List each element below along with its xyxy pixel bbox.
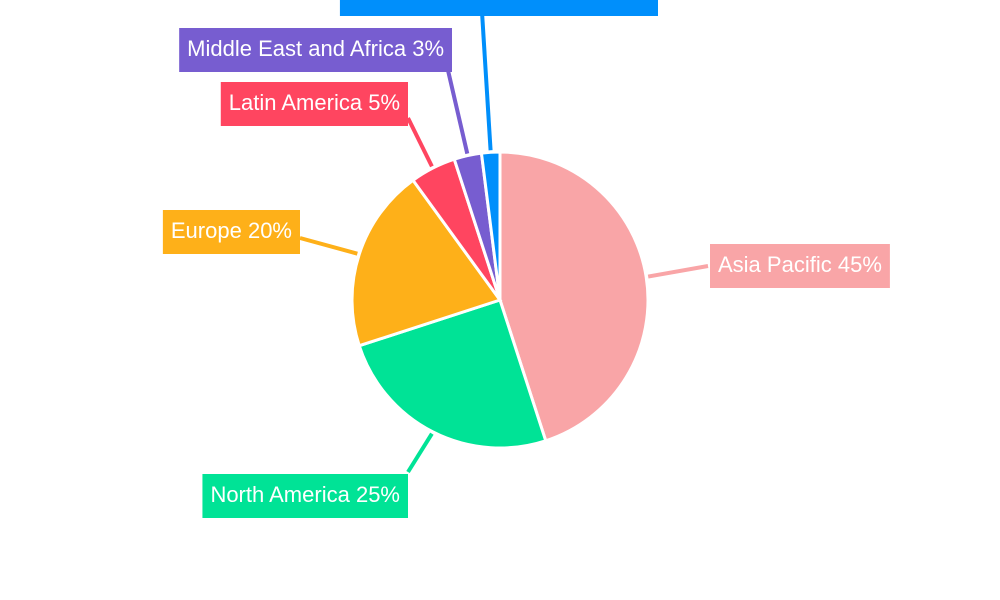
leader-line [647, 264, 709, 279]
label-box [202, 474, 408, 518]
value-label: 3% [412, 36, 444, 61]
data-label: Latin America 5% [220, 82, 408, 126]
category-name: Australia and New Zealand [348, 0, 612, 5]
pie-slice [479, 150, 502, 301]
value-label: 20% [248, 218, 292, 243]
label-text: North America 25% [210, 482, 400, 507]
label-box [179, 28, 452, 72]
data-label: Middle East and Africa 3% [179, 28, 452, 72]
value-label: 2% [618, 0, 650, 5]
label-box [710, 244, 890, 288]
label-box [162, 210, 300, 254]
leader-line [445, 65, 470, 155]
leader-line [406, 432, 434, 474]
category-name: North America [210, 482, 350, 507]
value-label: 25% [356, 482, 400, 507]
data-label: Europe 20% [162, 210, 300, 254]
label-text: Asia Pacific 45% [718, 252, 882, 277]
pie-slice [357, 298, 548, 450]
data-label: Australia and New Zealand 2% [339, 0, 658, 16]
category-name: Europe [171, 218, 242, 243]
category-name: Latin America [229, 90, 363, 115]
value-label: 5% [368, 90, 400, 115]
label-text: Australia and New Zealand 2% [348, 0, 650, 5]
category-name: Asia Pacific [718, 252, 832, 277]
label-text: Middle East and Africa 3% [187, 36, 444, 61]
data-label: Asia Pacific 45% [710, 244, 890, 288]
label-box [220, 82, 408, 126]
label-text: Europe 20% [171, 218, 292, 243]
value-label: 45% [838, 252, 882, 277]
leader-line [299, 236, 358, 256]
leader-line [406, 117, 434, 168]
label-box [339, 0, 658, 16]
leader-line [480, 11, 493, 151]
pie-slice [498, 150, 650, 443]
category-name: Middle East and Africa [187, 36, 407, 61]
pie-slice [350, 178, 503, 348]
data-label: North America 25% [202, 474, 408, 518]
label-text: Latin America 5% [229, 90, 400, 115]
